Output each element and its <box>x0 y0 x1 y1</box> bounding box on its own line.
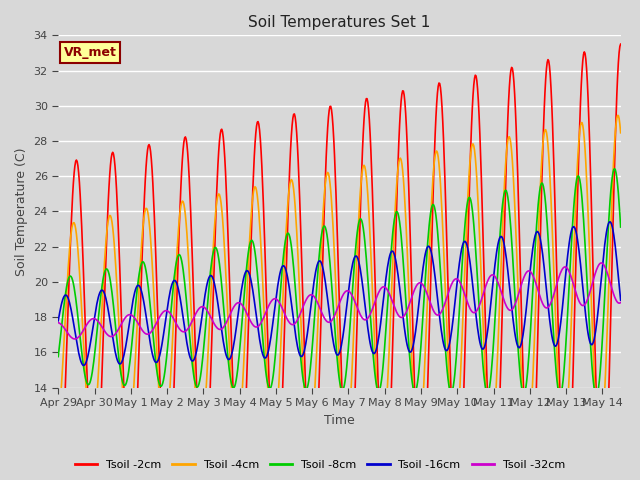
Y-axis label: Soil Temperature (C): Soil Temperature (C) <box>15 147 28 276</box>
Legend: Tsoil -2cm, Tsoil -4cm, Tsoil -8cm, Tsoil -16cm, Tsoil -32cm: Tsoil -2cm, Tsoil -4cm, Tsoil -8cm, Tsoi… <box>70 456 570 474</box>
X-axis label: Time: Time <box>324 414 355 427</box>
Text: VR_met: VR_met <box>64 46 116 59</box>
Title: Soil Temperatures Set 1: Soil Temperatures Set 1 <box>248 15 431 30</box>
